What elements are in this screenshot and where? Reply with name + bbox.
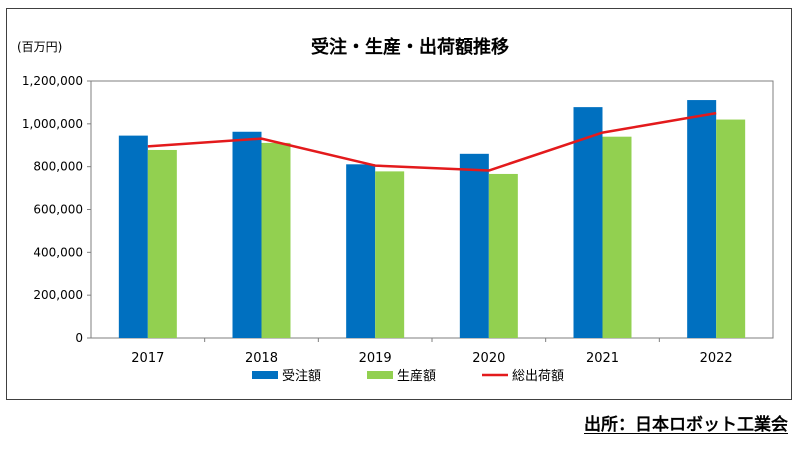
bar-orders-2018 <box>232 131 262 338</box>
y-tick-label: 800,000 <box>33 160 83 174</box>
line-total-shipments <box>147 111 717 172</box>
bar-production-2022 <box>716 119 746 338</box>
x-tick-label: 2019 <box>359 351 392 366</box>
plot-border <box>90 80 774 339</box>
bar-orders-2022 <box>687 100 717 338</box>
plot-area: 0 200,000 400,000 600,000 800,000 1,000,000 1,… <box>22 74 774 366</box>
chart-frame: 受注・生産・出荷額推移 (百万円) 0 200,000 400,000 600,000… <box>6 8 792 400</box>
legend-swatch-production <box>367 371 393 379</box>
y-tick-label: 400,000 <box>33 245 83 259</box>
legend-label: 受注額 <box>282 369 321 384</box>
legend-swatch-orders <box>252 371 278 379</box>
x-tick-label: 2017 <box>131 351 164 366</box>
x-tick-label: 2021 <box>586 351 619 366</box>
bar-production-2017 <box>147 149 177 338</box>
legend: 受注額 生産額 総出荷額 <box>252 368 564 384</box>
legend-label: 総出荷額 <box>512 369 564 384</box>
bar-orders-2019 <box>346 164 376 338</box>
chart-svg: 受注・生産・出荷額推移 (百万円) 0 200,000 400,000 600,000… <box>17 36 774 384</box>
x-tick-label: 2018 <box>245 351 278 366</box>
bar-orders-2021 <box>573 107 603 339</box>
bar-production-2018 <box>261 142 291 338</box>
chart-title: 受注・生産・出荷額推移 <box>311 36 509 58</box>
bar-production-2020 <box>488 173 518 338</box>
source-note: 出所：日本ロボット工業会 <box>584 415 788 435</box>
y-tick-label: 1,200,000 <box>22 74 83 88</box>
x-tick-label: 2020 <box>472 351 505 366</box>
y-tick-label: 1,000,000 <box>22 117 83 131</box>
x-tick-label: 2022 <box>700 351 733 366</box>
y-tick-label: 600,000 <box>33 203 83 217</box>
bar-production-2021 <box>602 136 632 338</box>
unit-label: (百万円) <box>17 40 62 54</box>
y-tick-label: 200,000 <box>33 288 83 302</box>
legend-label: 生産額 <box>397 368 436 384</box>
bar-orders-2017 <box>118 135 148 338</box>
bar-orders-2020 <box>459 153 489 338</box>
y-tick-label: 0 <box>75 331 83 345</box>
bar-production-2019 <box>375 171 405 338</box>
